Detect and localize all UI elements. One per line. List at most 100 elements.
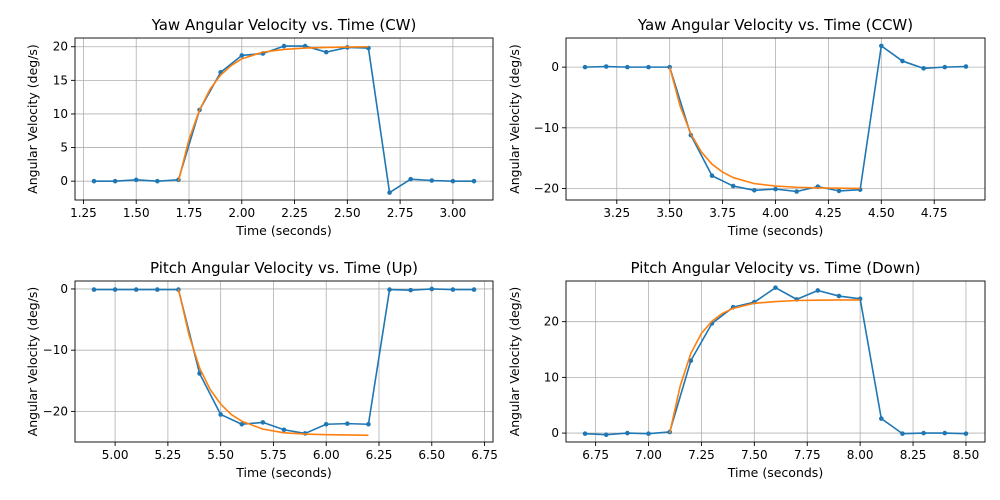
chart-title: Yaw Angular Velocity vs. Time (CW) <box>151 16 417 34</box>
measured-data-point <box>239 53 245 58</box>
chart-panel-3: 5.00 5.25 5.50 5.75 6.00 6.25 6.50 6.75 −20 −10 0 P… <box>25 259 498 480</box>
x-tick-label: 5.25 <box>155 448 182 462</box>
y-tick-label: 20 <box>53 40 68 54</box>
y-axis-label: Angular Velocity (deg/s) <box>25 44 40 194</box>
measured-data-point <box>323 49 329 55</box>
measured-data-point <box>281 427 287 433</box>
x-tick-label: 4.75 <box>921 206 948 220</box>
chart-title: Yaw Angular Velocity vs. Time (CCW) <box>637 16 913 34</box>
y-axis-label: Angular Velocity (deg/s) <box>25 287 40 437</box>
x-tick-label: 1.75 <box>176 206 203 220</box>
measured-data-point <box>603 64 609 69</box>
x-tick-label: 4.50 <box>868 206 895 220</box>
measured-data-point <box>429 178 435 183</box>
measured-data-point <box>387 190 392 195</box>
measured-data-point <box>900 58 905 64</box>
measured-data-point <box>91 178 97 184</box>
measured-data-point <box>155 287 160 292</box>
chart-title: Pitch Angular Velocity vs. Time (Up) <box>150 259 418 277</box>
measured-data-point <box>646 64 651 70</box>
measured-data-point <box>773 186 778 192</box>
measured-data-point <box>450 178 456 184</box>
measured-data-point <box>302 43 308 49</box>
axes-frame <box>74 37 494 201</box>
measured-data-point <box>260 420 266 425</box>
x-axis-label: Time (seconds) <box>727 465 823 480</box>
x-tick-label: 2.25 <box>281 206 308 220</box>
measured-data-point <box>239 421 245 427</box>
x-tick-label: 7.00 <box>635 448 662 462</box>
measured-data-point <box>387 287 392 292</box>
x-tick-label: 3.25 <box>603 206 630 220</box>
measured-data-point <box>323 421 329 427</box>
y-tick-label: 10 <box>53 107 68 121</box>
measured-data-point <box>646 431 651 436</box>
fit-series-line <box>668 66 861 190</box>
axes-frame <box>565 280 986 443</box>
y-tick-label: −20 <box>43 404 68 418</box>
chart-panel-1: 1.25 1.50 1.75 2.00 2.25 2.50 2.75 3.00 0 5 10 15 20… <box>25 16 494 238</box>
y-tick-label: 5 <box>60 141 68 155</box>
x-tick-label: 6.75 <box>582 448 609 462</box>
x-axis-label: Time (seconds) <box>727 223 823 238</box>
measured-data-point <box>900 431 905 436</box>
measured-data-point <box>582 431 588 436</box>
x-tick-label: 7.50 <box>741 448 768 462</box>
x-axis-label: Time (seconds) <box>235 465 331 480</box>
measured-data-point <box>429 286 435 292</box>
measured-data-point <box>471 178 477 184</box>
measured-data-point <box>709 173 715 179</box>
measured-data-point <box>963 64 969 69</box>
measured-series-line <box>94 45 474 194</box>
measured-data-point <box>963 431 969 436</box>
fit-series-line <box>668 299 861 434</box>
x-tick-label: 5.50 <box>207 448 234 462</box>
measured-data-point <box>133 287 139 292</box>
x-tick-label: 6.00 <box>313 448 340 462</box>
measured-data-point <box>218 412 223 417</box>
x-tick-label: 5.00 <box>102 448 129 462</box>
measured-data-point <box>688 358 694 363</box>
measured-data-point <box>112 287 118 292</box>
x-tick-label: 3.50 <box>656 206 683 220</box>
measured-data-point <box>471 287 477 292</box>
measured-data-point <box>408 176 413 182</box>
chart-title: Pitch Angular Velocity vs. Time (Down) <box>631 259 921 277</box>
measured-data-point <box>879 43 884 49</box>
measured-data-point <box>942 430 948 436</box>
measured-data-point <box>794 189 799 194</box>
measured-series-line <box>585 286 966 436</box>
x-tick-label: 8.00 <box>847 448 874 462</box>
measured-data-point <box>133 177 139 183</box>
x-tick-label: 6.75 <box>471 448 498 462</box>
x-tick-label: 2.75 <box>387 206 414 220</box>
measured-data-point <box>155 178 160 184</box>
measured-data-point <box>366 421 371 427</box>
y-tick-label: −10 <box>43 343 68 357</box>
measured-data-point <box>91 287 97 292</box>
measured-data-point <box>730 183 736 189</box>
x-tick-label: 3.00 <box>440 206 467 220</box>
measured-data-point <box>625 64 630 70</box>
x-tick-label: 8.50 <box>953 448 980 462</box>
measured-data-point <box>921 66 926 71</box>
x-tick-label: 2.50 <box>334 206 361 220</box>
x-tick-label: 5.75 <box>260 448 287 462</box>
y-tick-label: 15 <box>53 73 68 87</box>
x-tick-label: 6.50 <box>418 448 445 462</box>
y-tick-label: 10 <box>544 370 559 384</box>
measured-data-point <box>752 187 757 193</box>
fit-series-line <box>177 288 369 437</box>
y-tick-label: −10 <box>534 121 559 135</box>
y-tick-label: −20 <box>534 181 559 195</box>
x-axis-label: Time (seconds) <box>235 223 331 238</box>
x-tick-label: 1.25 <box>70 206 97 220</box>
measured-data-point <box>582 64 588 70</box>
x-tick-label: 7.75 <box>794 448 821 462</box>
x-tick-label: 4.25 <box>815 206 842 220</box>
axes-frame <box>74 280 494 443</box>
y-tick-label: 20 <box>544 315 559 329</box>
measured-data-point <box>815 288 821 293</box>
y-axis-label: Angular Velocity (deg/s) <box>507 44 522 194</box>
